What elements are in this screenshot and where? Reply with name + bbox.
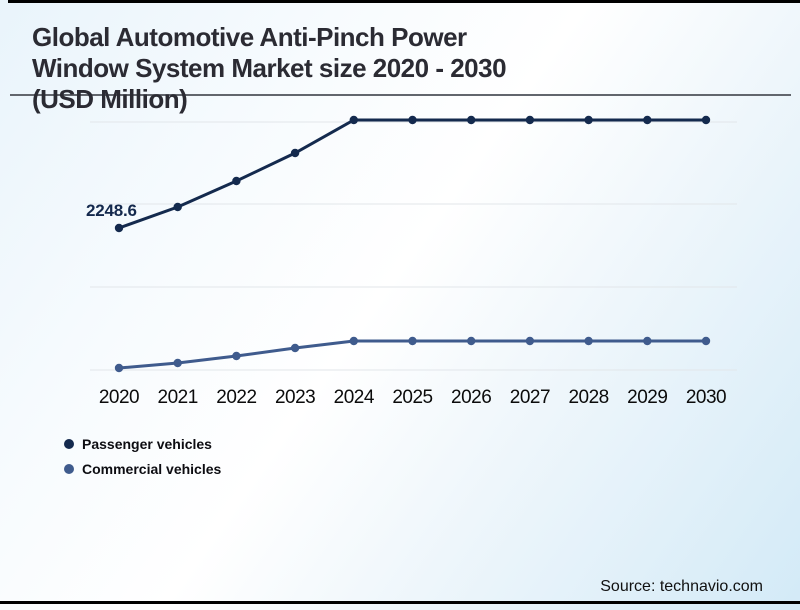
- data-point-marker: [408, 115, 417, 125]
- x-axis-label-2028: 2028: [568, 387, 609, 408]
- chart-title-line-1: Global Automotive Anti-Pinch Power: [32, 22, 467, 52]
- data-point-marker: [408, 336, 417, 346]
- chart-title-line-2: Window System Market size 2020 - 2030: [32, 53, 507, 83]
- legend-label: Passenger vehicles: [82, 436, 212, 452]
- data-point-marker: [701, 115, 711, 125]
- chart-legend: Passenger vehicles Commercial vehicles: [64, 436, 221, 486]
- data-point-marker: [643, 115, 652, 125]
- legend-dot-icon: [64, 464, 74, 474]
- x-axis-label-2029: 2029: [627, 387, 668, 408]
- data-point-marker: [584, 115, 593, 125]
- x-axis-label-2022: 2022: [216, 387, 257, 408]
- x-axis-label-2023: 2023: [274, 387, 316, 408]
- data-point-marker: [114, 223, 124, 233]
- data-point-marker: [467, 115, 476, 125]
- series-line-passenger-vehicles: [118, 118, 706, 230]
- x-axis-label-2030: 2030: [685, 387, 727, 408]
- data-point-marker: [290, 148, 300, 158]
- data-point-marker: [643, 336, 652, 346]
- data-point-marker: [467, 336, 476, 346]
- x-axis-labels: 2020 2021 2022 2023 2024 2025 2026 2027 2028 2029…: [0, 387, 800, 411]
- data-point-marker: [114, 363, 124, 373]
- data-point-marker: [525, 336, 535, 346]
- line-chart-plot-area: [90, 115, 737, 373]
- source-credit: Source: technavio.com: [600, 578, 763, 595]
- legend-dot-icon: [64, 439, 74, 449]
- x-axis-label-2026: 2026: [451, 387, 492, 408]
- data-point-marker: [525, 115, 535, 125]
- data-point-marker: [232, 176, 241, 186]
- chart-title-line-3: (USD Million): [32, 84, 188, 114]
- data-point-marker: [232, 351, 241, 361]
- chart-title: Global Automotive Anti-Pinch Power Windo…: [32, 22, 762, 115]
- data-point-marker: [349, 336, 358, 346]
- data-point-marker: [173, 358, 182, 368]
- data-point-marker: [290, 343, 300, 353]
- title-divider-line: [10, 94, 791, 96]
- data-point-marker: [584, 336, 593, 346]
- x-axis-label-2020: 2020: [98, 387, 140, 408]
- x-axis-label-2024: 2024: [333, 387, 375, 408]
- legend-item-passenger-vehicles: Passenger vehicles: [64, 436, 221, 452]
- data-label-passenger-2020: 2248.6: [86, 201, 137, 220]
- bottom-border-bar: [0, 601, 800, 604]
- data-point-marker: [173, 202, 182, 212]
- x-axis-label-2021: 2021: [157, 387, 199, 408]
- data-point-marker: [349, 115, 358, 125]
- data-point-marker: [701, 336, 711, 346]
- legend-label: Commercial vehicles: [82, 461, 222, 477]
- x-axis-label-2025: 2025: [392, 387, 433, 408]
- x-axis-label-2027: 2027: [509, 387, 551, 408]
- top-border-bar: [8, 0, 800, 3]
- legend-item-commercial-vehicles: Commercial vehicles: [64, 461, 221, 477]
